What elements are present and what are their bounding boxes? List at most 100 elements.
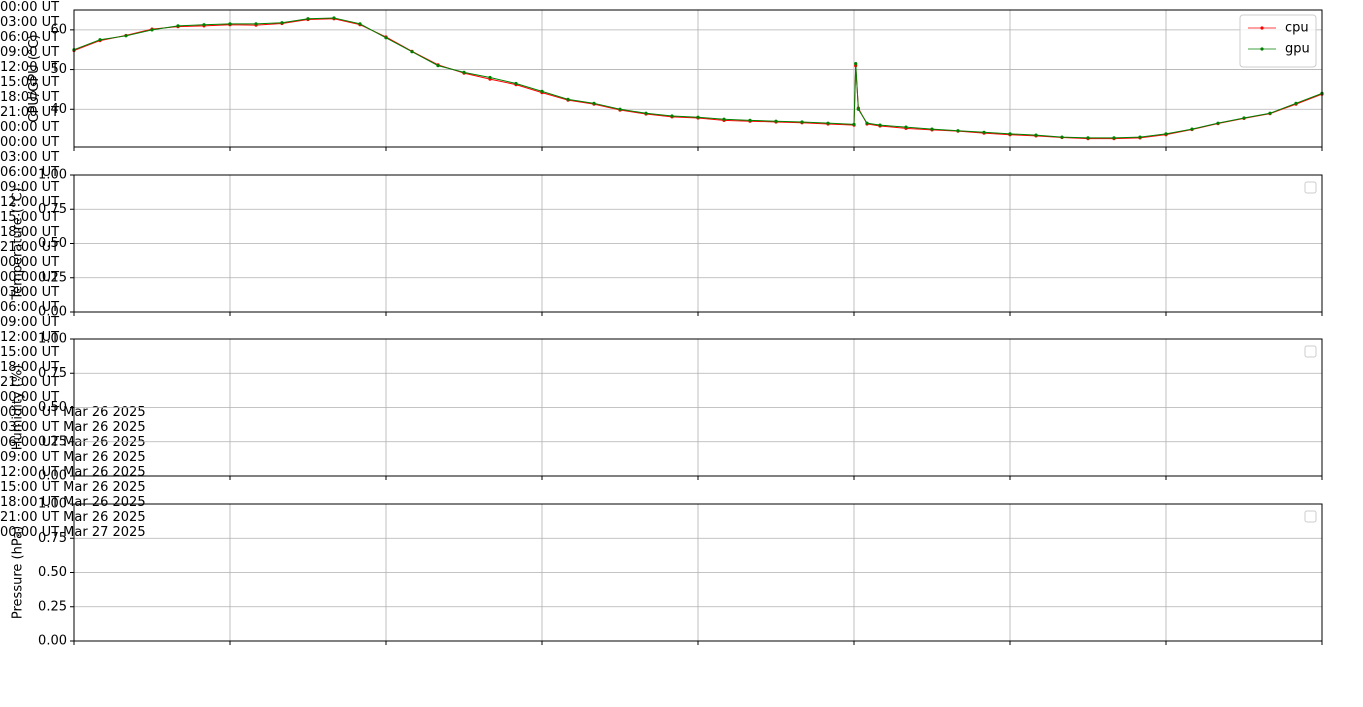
x-tick-label: 09:00 UT — [0, 180, 60, 195]
x-tick-label: 15:00 UT — [0, 210, 60, 225]
series-marker — [254, 22, 258, 26]
series-marker — [592, 101, 596, 105]
x-tick-label: 00:00 UT — [0, 135, 60, 150]
series-marker — [1138, 135, 1142, 139]
legend-box — [1304, 181, 1317, 194]
series-marker — [748, 118, 752, 122]
series-marker — [514, 81, 518, 86]
series-marker — [1164, 132, 1168, 136]
x-tick-label: 21:00 UT Mar 26 2025 — [0, 510, 146, 525]
series-marker — [202, 23, 206, 27]
x-tick-label: 00:00 UT Mar 27 2025 — [0, 525, 146, 540]
y-tick-label: 0.25 — [38, 270, 67, 285]
y-tick-label: 0.50 — [38, 565, 67, 580]
x-tick-label: 15:00 UT Mar 26 2025 — [0, 480, 146, 495]
y-tick-label: 40 — [50, 102, 67, 117]
series-marker — [124, 34, 128, 38]
series-marker — [1216, 121, 1220, 125]
legend-label: cpu — [1285, 21, 1309, 36]
y-tick-label: 0.00 — [38, 305, 67, 320]
series-marker — [566, 97, 570, 101]
x-tick-label: 21:00 UT — [0, 240, 60, 255]
series-marker — [1112, 136, 1116, 140]
series-marker — [280, 21, 284, 25]
x-tick-label: 06:00 UT — [0, 300, 60, 315]
x-tick-label: 12:00 UT — [0, 330, 60, 345]
series-marker — [722, 117, 726, 121]
legend-box — [1304, 345, 1317, 358]
series-marker — [904, 125, 908, 129]
series-marker — [1008, 132, 1012, 136]
series-line — [73, 18, 1323, 140]
series-marker — [854, 62, 858, 66]
series-marker — [644, 111, 648, 115]
axes-frame — [73, 503, 1323, 642]
series-marker — [800, 120, 804, 124]
x-tick-label: 12:00 UT — [0, 60, 60, 75]
series-marker — [1086, 136, 1090, 140]
y-tick-label: 1.00 — [38, 332, 67, 347]
x-tick-label: 18:00 UT — [0, 90, 60, 105]
series-marker — [930, 127, 934, 131]
y-tick-label: 1.00 — [38, 497, 67, 512]
series-marker — [150, 28, 154, 32]
y-tick-label: 50 — [50, 62, 67, 77]
y-axis-label: Pressure (hPa) — [10, 526, 25, 619]
x-tick-label: 09:00 UT — [0, 315, 60, 330]
x-tick-label: 15:00 UT — [0, 345, 60, 360]
y-tick-label: 0.00 — [38, 634, 67, 649]
x-tick-label: 15:00 UT — [0, 75, 60, 90]
x-tick-label: 03:00 UT — [0, 15, 60, 30]
series-marker — [1034, 133, 1038, 137]
x-tick-label: 12:00 UT — [0, 195, 60, 210]
series-marker — [228, 22, 232, 26]
series-marker — [410, 50, 414, 54]
series-marker — [865, 121, 869, 125]
x-tick-label: 06:00 UT Mar 26 2025 — [0, 435, 146, 450]
series-marker — [462, 70, 466, 74]
y-axis-label: Temperature (°C) — [10, 187, 25, 300]
legend-marker — [1260, 26, 1264, 30]
axes-frame — [73, 338, 1323, 477]
series-marker — [176, 24, 180, 28]
y-tick-label: 0.25 — [38, 434, 67, 449]
y-tick-label: 0.50 — [38, 400, 67, 415]
x-tick-label: 18:00 UT — [0, 360, 60, 375]
y-axis-label: Humidity (%) — [10, 365, 25, 451]
series-marker — [774, 119, 778, 123]
y-tick-label: 0.75 — [38, 366, 67, 381]
x-tick-label: 03:00 UT — [0, 150, 60, 165]
series-marker — [1294, 101, 1298, 105]
series-marker — [98, 38, 102, 42]
x-tick-label: 00:00 UT Mar 26 2025 — [0, 405, 146, 420]
series-marker — [384, 36, 388, 40]
series-marker — [1242, 116, 1246, 120]
x-tick-label: 18:00 UT Mar 26 2025 — [0, 495, 146, 510]
x-tick-label: 18:00 UT — [0, 225, 60, 240]
y-tick-label: 60 — [50, 22, 67, 37]
axes-frame — [73, 174, 1323, 313]
y-tick-label: 0.00 — [38, 469, 67, 484]
series-marker — [982, 130, 986, 134]
x-tick-label: 00:00 UT — [0, 0, 60, 15]
series-marker — [618, 107, 622, 111]
x-tick-label: 09:00 UT Mar 26 2025 — [0, 450, 146, 465]
series-marker — [696, 115, 700, 119]
series-marker — [332, 16, 336, 20]
x-tick-label: 03:00 UT Mar 26 2025 — [0, 420, 146, 435]
legend-marker — [1260, 47, 1264, 51]
x-tick-label: 21:00 UT — [0, 375, 60, 390]
x-tick-label: 06:00 UT — [0, 30, 60, 45]
series-marker — [856, 107, 860, 111]
series-marker — [540, 89, 544, 94]
x-tick-label: 03:00 UT — [0, 285, 60, 300]
y-tick-label: 1.00 — [38, 168, 67, 183]
y-tick-label: 0.50 — [38, 236, 67, 251]
x-tick-label: 00:00 UT — [0, 270, 60, 285]
y-tick-label: 0.25 — [38, 599, 67, 614]
series-line — [73, 17, 1323, 139]
series-marker — [306, 17, 310, 21]
series-marker — [1060, 135, 1064, 139]
x-tick-label: 06:00 UT — [0, 165, 60, 180]
